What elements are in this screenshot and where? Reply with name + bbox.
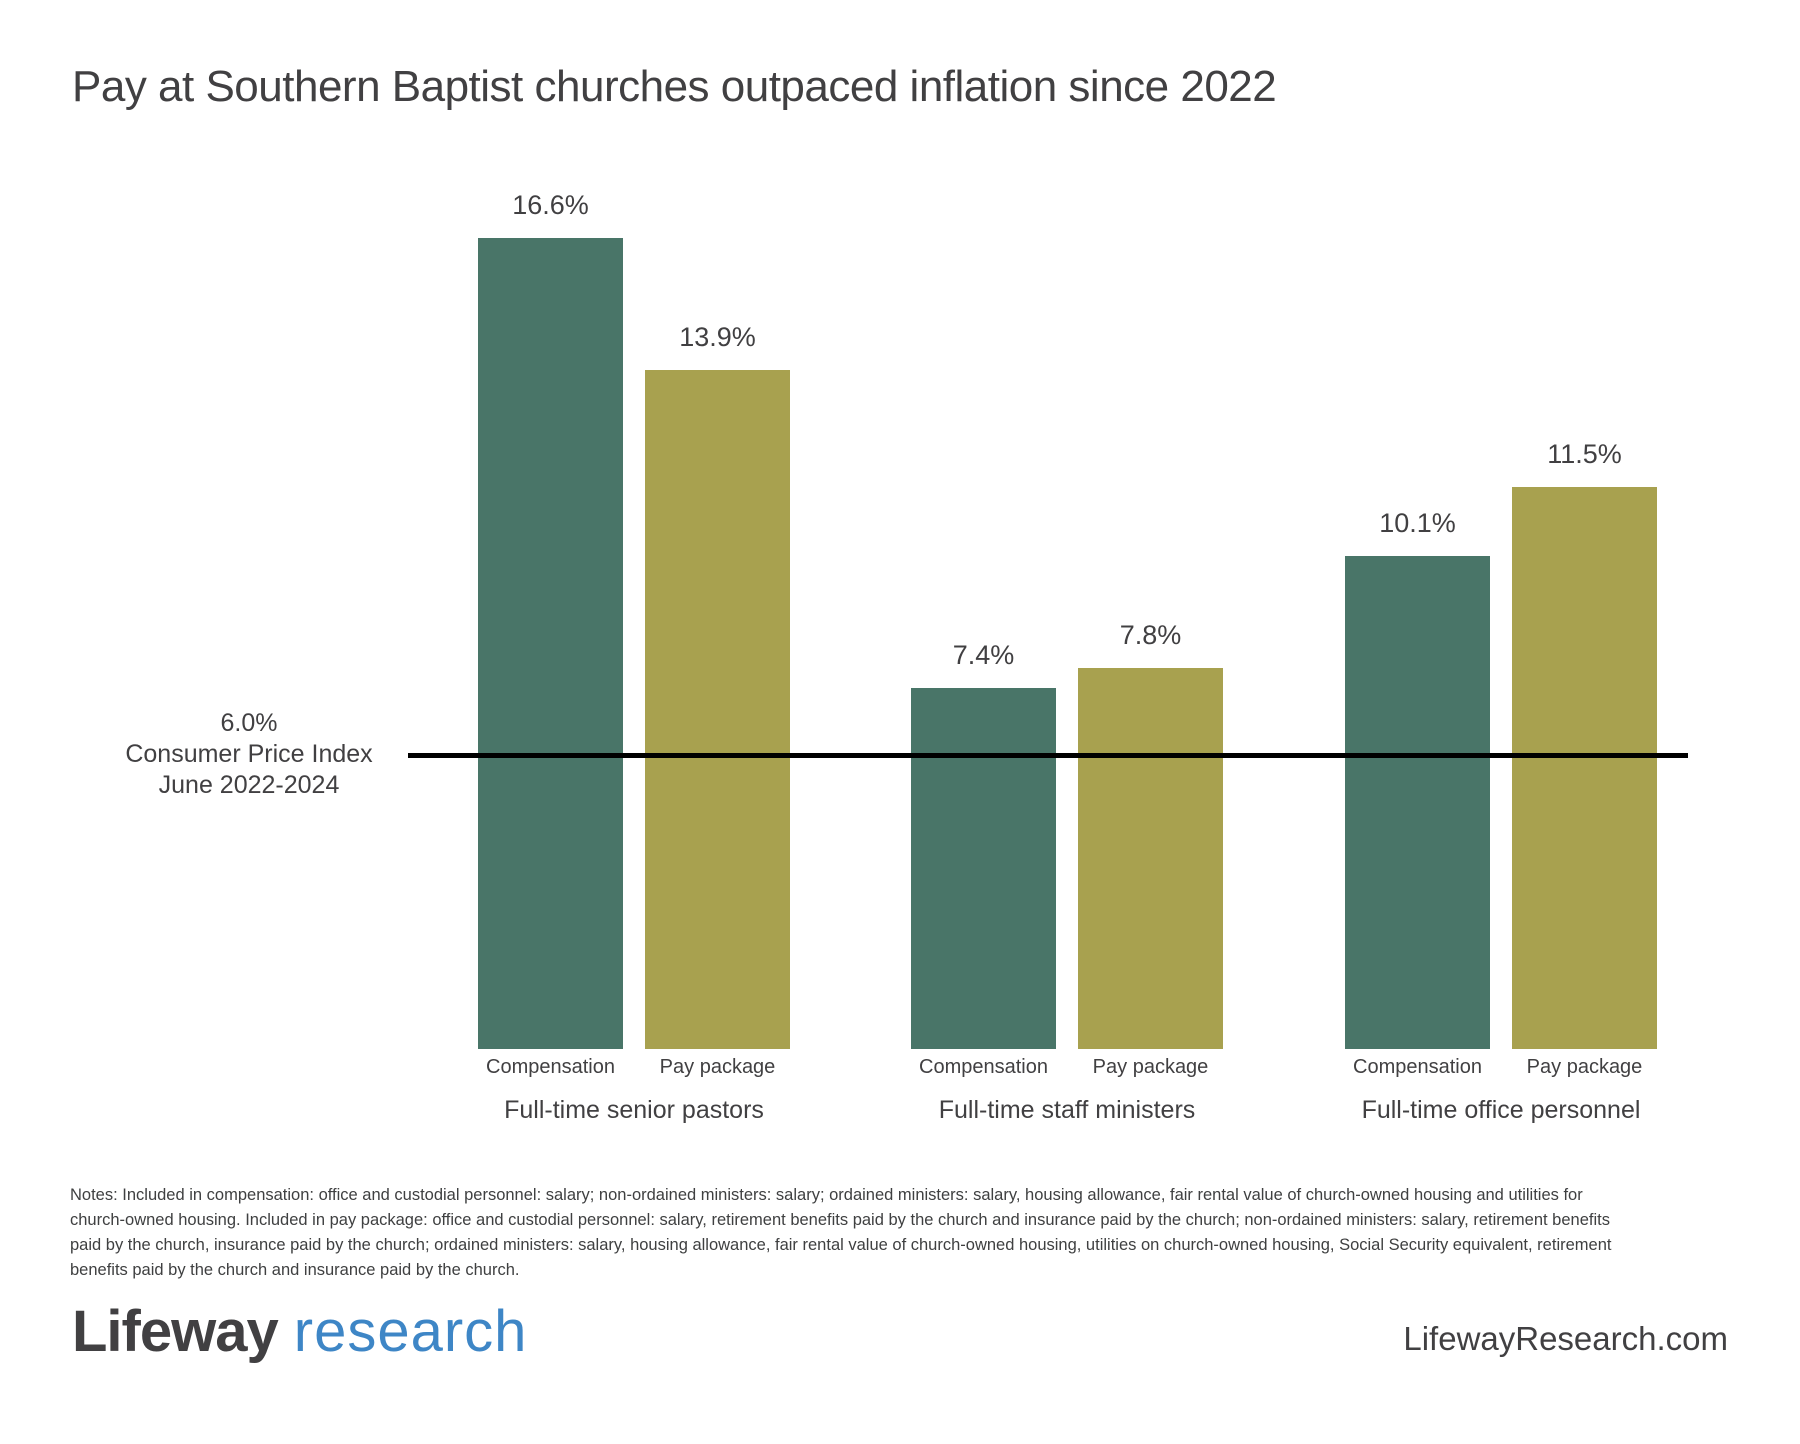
logo-lifeway-text: Lifeway (72, 1299, 279, 1364)
value-label-pay-package-full-time-office-personnel: 11.5% (1547, 439, 1622, 470)
value-label-compensation-full-time-office-personnel: 10.1% (1379, 507, 1456, 538)
bar-compensation-full-time-office-personnel (1345, 555, 1490, 1049)
bar-compensation-full-time-staff-ministers (911, 687, 1056, 1049)
notes-line: benefits paid by the church and insuranc… (70, 1261, 520, 1279)
series-label-compensation-full-time-senior-pastors: Compensation (486, 1056, 615, 1078)
series-label-compensation-full-time-office-personnel: Compensation (1353, 1056, 1482, 1078)
series-label-pay-package-full-time-senior-pastors: Pay package (659, 1056, 776, 1078)
chart-title: Pay at Southern Baptist churches outpace… (72, 62, 1277, 111)
bar-pay-package-full-time-senior-pastors (645, 370, 790, 1049)
notes-line: paid by the church, insurance paid by th… (70, 1236, 1612, 1254)
cpi-reference-line (408, 753, 1688, 758)
notes-line: Notes: Included in compensation: office … (70, 1186, 1583, 1204)
notes: Notes: Included in compensation: office … (70, 1183, 1770, 1283)
cpi-value: 6.0% (220, 709, 278, 737)
series-label-pay-package-full-time-office-personnel: Pay package (1526, 1056, 1643, 1078)
bar-compensation-full-time-senior-pastors (478, 238, 623, 1049)
cpi-name: Consumer Price Index (125, 740, 373, 768)
group-label-full-time-office-personnel: Full-time office personnel (1361, 1096, 1641, 1124)
cpi-label-block: 6.0% Consumer Price Index June 2022-2024 (100, 708, 398, 801)
value-label-compensation-full-time-staff-ministers: 7.4% (952, 639, 1015, 670)
series-label-pay-package-full-time-staff-ministers: Pay package (1092, 1056, 1209, 1078)
notes-line: church-owned housing. Included in pay pa… (70, 1211, 1610, 1229)
logo-research-text: research (293, 1299, 528, 1364)
cpi-period: June 2022-2024 (158, 771, 340, 799)
value-label-pay-package-full-time-senior-pastors: 13.9% (679, 322, 756, 353)
value-label-pay-package-full-time-staff-ministers: 7.8% (1119, 620, 1182, 651)
lifeway-logo: Lifeway research (72, 1298, 527, 1365)
series-label-compensation-full-time-staff-ministers: Compensation (919, 1056, 1048, 1078)
bar-pay-package-full-time-staff-ministers (1078, 668, 1223, 1049)
website-url: LifewayResearch.com (1403, 1320, 1728, 1357)
bar-pay-package-full-time-office-personnel (1512, 487, 1657, 1049)
group-label-full-time-senior-pastors: Full-time senior pastors (504, 1096, 764, 1124)
group-label-full-time-staff-ministers: Full-time staff ministers (938, 1096, 1196, 1124)
value-label-compensation-full-time-senior-pastors: 16.6% (512, 190, 589, 221)
